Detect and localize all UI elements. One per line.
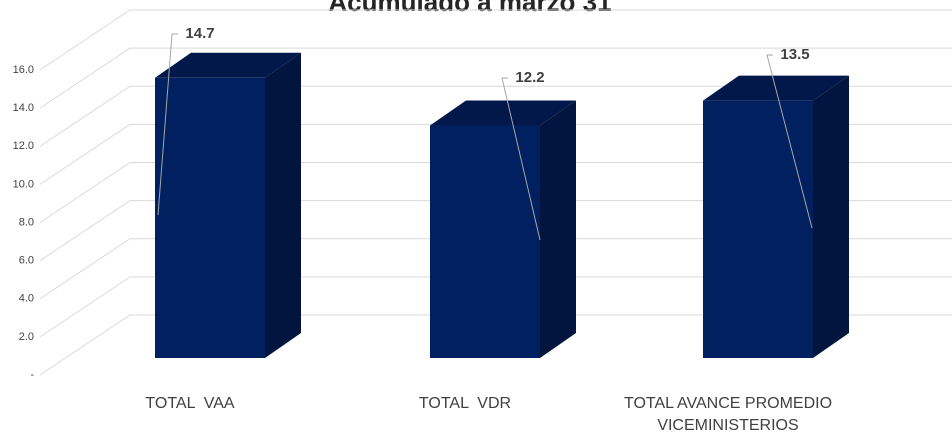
grid-line xyxy=(39,123,952,185)
y-tick-label: 6.0 xyxy=(19,255,34,267)
x-tick-label: TOTAL VAA xyxy=(145,395,235,412)
y-tick-label: 2.0 xyxy=(19,331,34,343)
bar xyxy=(430,100,576,358)
y-tick-label: 12.0 xyxy=(13,140,34,152)
leader-line xyxy=(157,33,178,216)
bar-top xyxy=(155,52,301,78)
y-tick-label: 14.0 xyxy=(13,102,34,114)
bar xyxy=(703,75,849,358)
y-tick-label: 4.0 xyxy=(19,293,34,305)
y-tick-label: 16.0 xyxy=(13,64,34,76)
bar-top xyxy=(430,100,576,126)
grid-line xyxy=(39,200,952,262)
y-tick-label: - xyxy=(30,369,34,381)
data-label: 12.2 xyxy=(515,69,544,86)
x-tick-label: TOTAL VDR xyxy=(418,395,512,412)
grid-line xyxy=(39,9,952,71)
chart-title: Acumulado a marzo 31 xyxy=(328,0,611,17)
y-tick-label: 8.0 xyxy=(19,216,34,228)
grid-line xyxy=(39,238,952,300)
leader-line xyxy=(766,54,813,229)
grid-line xyxy=(39,162,952,223)
bar-side xyxy=(265,52,301,358)
data-label: 13.5 xyxy=(780,46,809,63)
grid-line xyxy=(39,47,952,109)
x-tick-label: TOTAL AVANCE PROMEDIO VICEMINISTERIOS xyxy=(623,395,837,434)
bar-side xyxy=(813,75,849,358)
bar-front xyxy=(155,77,265,358)
y-tick-label: 10.0 xyxy=(13,178,34,190)
grid-line xyxy=(39,85,952,147)
bar-front xyxy=(430,125,540,358)
leader-line xyxy=(501,77,541,241)
bar-front xyxy=(703,100,813,358)
bar xyxy=(155,52,301,358)
data-label: 14.7 xyxy=(185,25,214,42)
bar-side xyxy=(540,100,576,358)
grid-line xyxy=(39,314,952,376)
grid-line xyxy=(39,276,952,338)
